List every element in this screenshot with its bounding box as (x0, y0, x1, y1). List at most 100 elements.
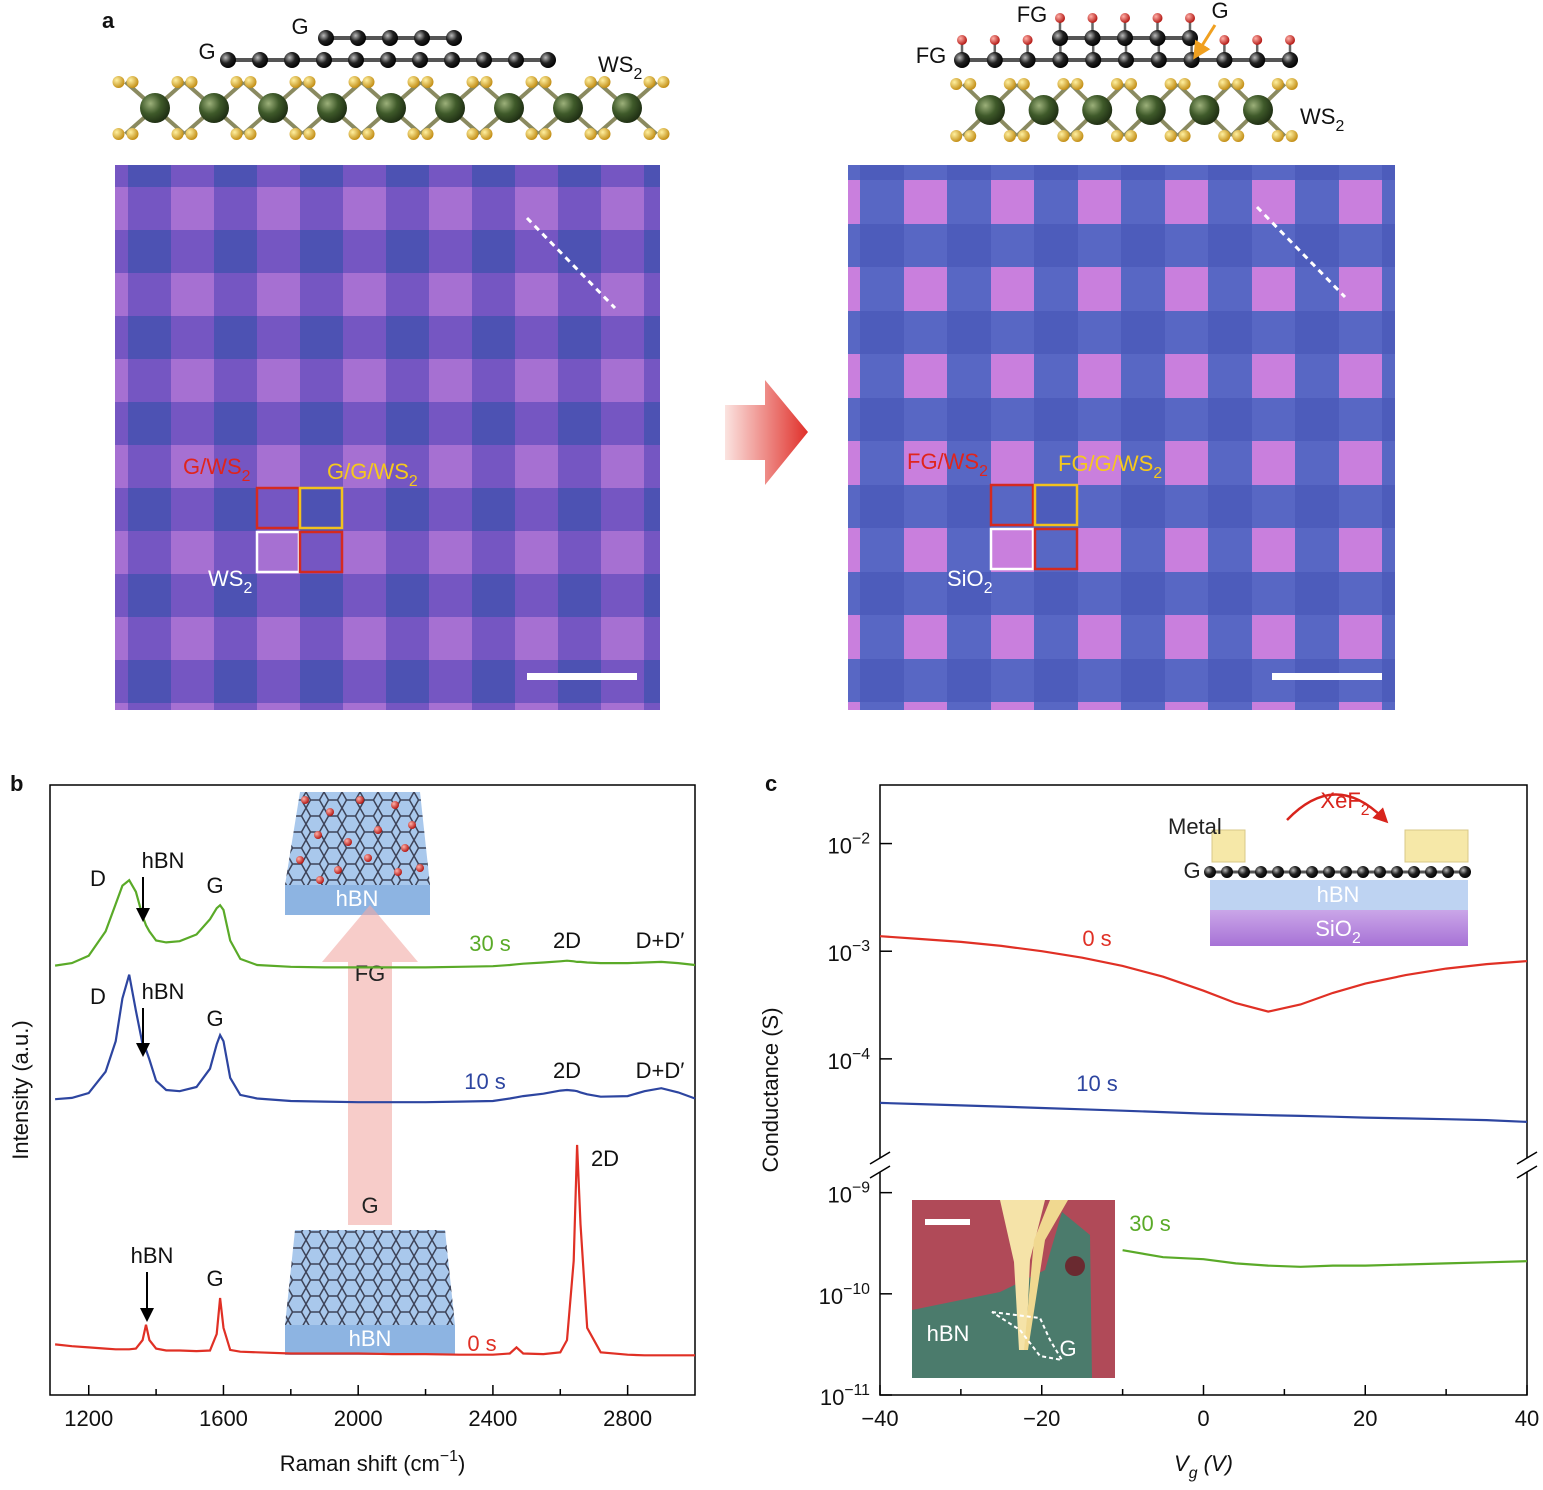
schematic-part (584, 128, 597, 140)
y-tick-label-part: −10 (843, 1281, 870, 1298)
schematic-part (171, 76, 184, 88)
schematic-part (1071, 78, 1084, 90)
process-arrow (725, 380, 808, 485)
peak-label: G (206, 873, 223, 898)
schematic-part (1111, 78, 1123, 90)
schematic-part (1289, 866, 1301, 878)
schematic-part (112, 76, 125, 88)
region-label-part: SiO (947, 566, 984, 591)
schematic-part (185, 76, 198, 88)
schematic-part (1271, 130, 1284, 142)
schematic-part (408, 821, 416, 829)
schematic-part (1111, 130, 1123, 142)
schematic-part (1404, 829, 1469, 863)
region-label-part: 2 (242, 468, 251, 485)
y-tick-label-part: 10 (827, 1182, 851, 1207)
schematic-part (318, 30, 334, 46)
schematic-part (374, 826, 382, 834)
x-tick-label-part: −40 (861, 1406, 898, 1431)
schematic-part (380, 52, 396, 68)
schematic-part (1271, 78, 1284, 90)
inset-label: G (1059, 1336, 1076, 1361)
y-tick-label: 10−3 (827, 938, 870, 966)
schematic-part (1003, 78, 1016, 90)
region-label: FG/WS2 (907, 449, 988, 480)
schematic-part (1000, 1200, 1045, 1350)
molecule-label-part: WS (1300, 104, 1335, 129)
region-label-part: 2 (979, 463, 988, 480)
region-box (989, 527, 1035, 571)
molecule-label: G (1211, 0, 1228, 23)
y-tick-label-part: −11 (844, 1382, 870, 1399)
panel-letter: c (765, 771, 777, 796)
region-box (1033, 483, 1079, 527)
schematic-part (1117, 30, 1133, 46)
molecule-label: WS2 (598, 52, 642, 83)
molecule-label-part: FG (916, 43, 947, 68)
schematic-part (394, 868, 402, 876)
schematic-part (1286, 793, 1389, 824)
schematic-part (1183, 52, 1200, 68)
schematic-part (1057, 78, 1070, 90)
schematic-part (657, 128, 670, 140)
x-tick-label-part: −20 (1023, 1406, 1060, 1431)
schematic-part (284, 52, 300, 68)
region-label-part: G/WS (183, 454, 242, 479)
peak-label: hBN (142, 848, 185, 873)
molecule-label: G (291, 14, 308, 39)
schematic-part (356, 796, 364, 804)
schematic-part (1252, 35, 1263, 45)
x-axis-label: Vg (V) (1174, 1451, 1233, 1482)
schematic-part (126, 76, 139, 88)
schematic-part (303, 128, 316, 140)
schematic-part (1084, 30, 1101, 46)
inset-label: hBN (336, 886, 379, 911)
schematic-part (1425, 866, 1437, 878)
schematic-part (1204, 866, 1216, 878)
schematic-part (1164, 130, 1177, 142)
y-tick-label-part: −3 (852, 938, 870, 955)
schematic-part (382, 30, 398, 46)
inset-label-part: G (1183, 858, 1200, 883)
schematic-part (1442, 866, 1454, 878)
inset-label-part: 2 (1361, 802, 1370, 819)
x-tick-label: 40 (1515, 1406, 1539, 1431)
schematic-part (1052, 30, 1068, 46)
schematic-part (1057, 130, 1070, 142)
schematic-part (401, 844, 409, 852)
schematic-part (416, 864, 424, 872)
schematic-part (316, 52, 332, 68)
schematic-part (466, 128, 479, 140)
y-tick-label-part: 10 (819, 1284, 843, 1309)
schematic-part (975, 95, 1005, 125)
schematic-part (446, 30, 462, 46)
molecule-label-part: G (1211, 0, 1228, 23)
schematic-part (643, 128, 656, 140)
inset-label: SiO2 (1315, 916, 1361, 947)
region-label: SiO2 (947, 566, 993, 597)
data-line (55, 974, 696, 1104)
schematic-part (1282, 52, 1298, 68)
schematic-part (1243, 95, 1273, 125)
schematic-part (1164, 78, 1177, 90)
region-label-part: G/G/WS (327, 459, 409, 484)
axis-break (869, 1165, 891, 1179)
region-label: WS2 (208, 566, 252, 597)
schematic-part (1085, 52, 1102, 68)
schematic-part (476, 52, 492, 68)
schematic-part (407, 76, 420, 88)
schematic-part (1003, 130, 1016, 142)
schematic-part (1017, 130, 1030, 142)
molecule-label-part: G (291, 14, 308, 39)
schematic-part (1024, 1200, 1068, 1350)
schematic-part (1408, 866, 1420, 878)
schematic-part (950, 130, 963, 142)
schematic-part (1391, 866, 1403, 878)
schematic-part (539, 76, 552, 88)
axis-break (869, 1151, 891, 1165)
schematic-part (1178, 78, 1191, 90)
schematic-part (350, 30, 366, 46)
inset-label: G (1183, 858, 1200, 883)
peak-label: hBN (131, 1243, 174, 1268)
region-label-part: 2 (409, 473, 418, 490)
